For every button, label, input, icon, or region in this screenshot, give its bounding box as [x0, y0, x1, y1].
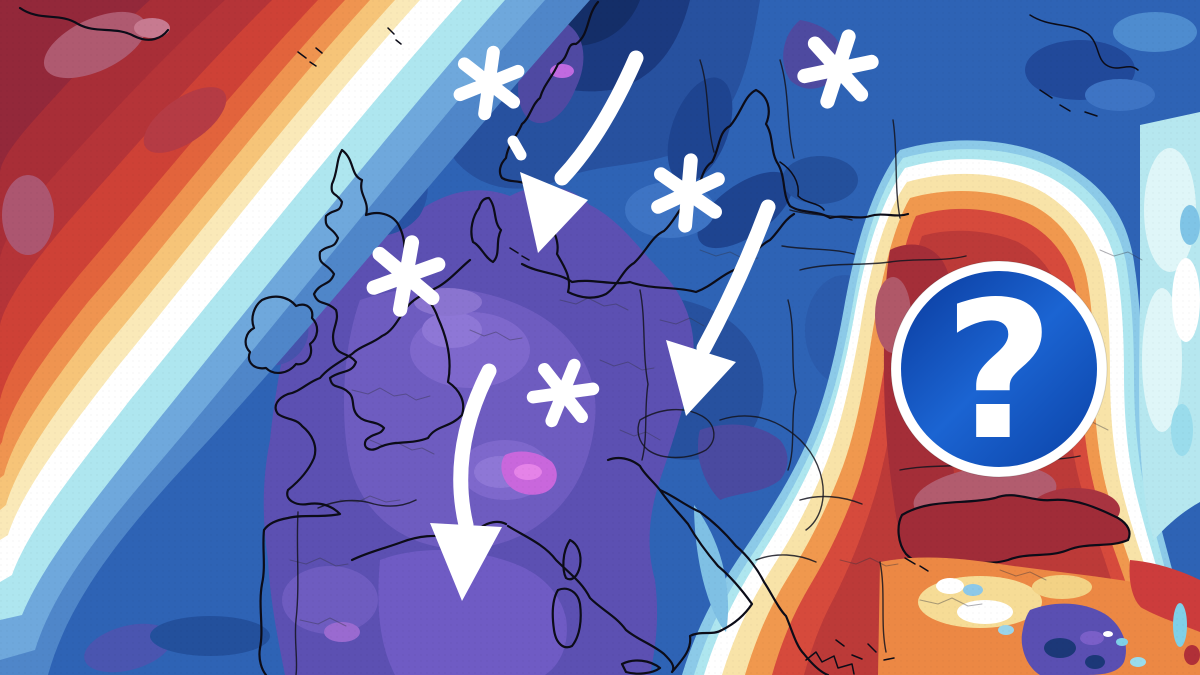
country-borders: [294, 59, 1081, 675]
cold-flow-arrow: [520, 50, 644, 253]
question-badge-face: [901, 271, 1097, 467]
cold-flow-arrow: [430, 363, 502, 601]
question-mark-glyph: ?: [944, 261, 1054, 482]
overlay-graphics: ?: [371, 27, 1108, 601]
arrow-dash: [507, 135, 527, 161]
cold-flow-arrow: [666, 199, 776, 416]
coastlines: [18, 0, 1139, 675]
question-badge: ?: [890, 260, 1108, 482]
